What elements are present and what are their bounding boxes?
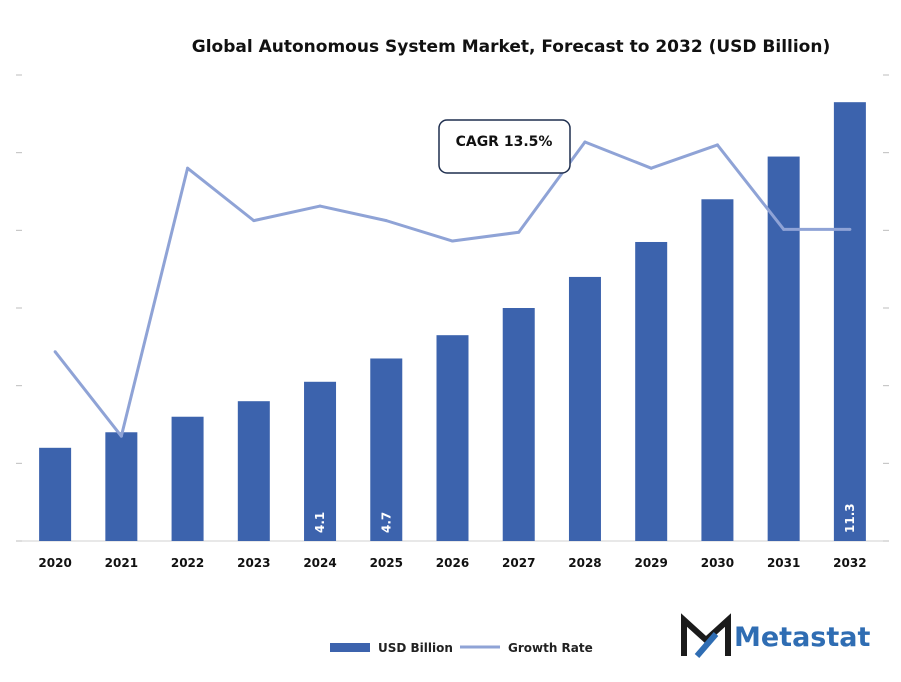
x-tick-label-2029: 2029 xyxy=(634,556,667,570)
growth-point-2030 xyxy=(715,143,719,147)
x-tick-labels: 2020 2021 2022 2023 2024 2025 2026 2027 2028 2029… xyxy=(38,556,866,570)
bar-2026 xyxy=(436,335,469,541)
growth-point-2027 xyxy=(517,230,521,234)
growth-point-2021 xyxy=(119,434,123,438)
logo-wordmark: Metastat xyxy=(734,622,871,653)
bar-2025 xyxy=(370,358,403,541)
bar-2030 xyxy=(701,199,734,541)
legend-label-usd-billion: USD Billion xyxy=(378,641,453,655)
bar-2031 xyxy=(767,156,800,542)
x-tick-label-2032: 2032 xyxy=(833,556,866,570)
bar-2028 xyxy=(568,276,601,541)
x-tick-label-2031: 2031 xyxy=(767,556,800,570)
bar-data-label-2024: 4.1 xyxy=(313,512,327,533)
growth-point-2026 xyxy=(451,239,454,243)
bar-2022 xyxy=(171,416,204,541)
growth-line-series xyxy=(53,140,852,438)
growth-point-2029 xyxy=(649,166,653,170)
bar-2029 xyxy=(635,241,668,541)
legend-label-growth-rate: Growth Rate xyxy=(508,641,593,655)
bar-2032 xyxy=(833,102,866,541)
bar-2023 xyxy=(237,401,270,541)
growth-point-2020 xyxy=(53,350,57,354)
bar-2021 xyxy=(105,432,138,541)
x-tick-label-2024: 2024 xyxy=(303,556,336,570)
growth-point-2024 xyxy=(318,204,322,208)
bar-data-labels: 4.1 4.7 11.3 xyxy=(313,503,857,533)
cagr-callout: CAGR 13.5% xyxy=(438,119,571,174)
growth-point-2031 xyxy=(782,227,786,231)
x-tick-label-2022: 2022 xyxy=(171,556,204,570)
x-tick-label-2026: 2026 xyxy=(436,556,469,570)
x-tick-label-2023: 2023 xyxy=(237,556,270,570)
bar-2020 xyxy=(39,447,72,541)
x-tick-label-2030: 2030 xyxy=(701,556,734,570)
growth-point-2022 xyxy=(186,166,190,170)
growth-point-2032 xyxy=(848,227,852,231)
legend: USD Billion Growth Rate xyxy=(330,641,593,655)
bar-data-label-2025: 4.7 xyxy=(379,512,393,533)
metastat-m-icon xyxy=(681,613,731,658)
bar-data-label-2032: 11.3 xyxy=(843,503,857,533)
x-tick-label-2028: 2028 xyxy=(568,556,601,570)
x-tick-label-2020: 2020 xyxy=(38,556,71,570)
chart-title: Global Autonomous System Market, Forecas… xyxy=(192,37,830,57)
left-axis-ticks xyxy=(16,74,22,542)
right-axis-ticks xyxy=(883,74,889,542)
legend-swatch-bar xyxy=(330,643,370,652)
growth-point-2028 xyxy=(583,140,587,144)
growth-point-2025 xyxy=(384,219,388,223)
bar-2027 xyxy=(502,308,535,541)
bar-2024 xyxy=(304,381,337,541)
growth-point-2023 xyxy=(252,219,256,223)
bar-series xyxy=(39,102,866,542)
x-tick-label-2025: 2025 xyxy=(370,556,403,570)
x-tick-label-2027: 2027 xyxy=(502,556,535,570)
cagr-box xyxy=(438,119,571,174)
metastat-logo: Metastat xyxy=(681,613,871,658)
x-tick-label-2021: 2021 xyxy=(105,556,138,570)
cagr-label: CAGR 13.5% xyxy=(456,134,553,150)
